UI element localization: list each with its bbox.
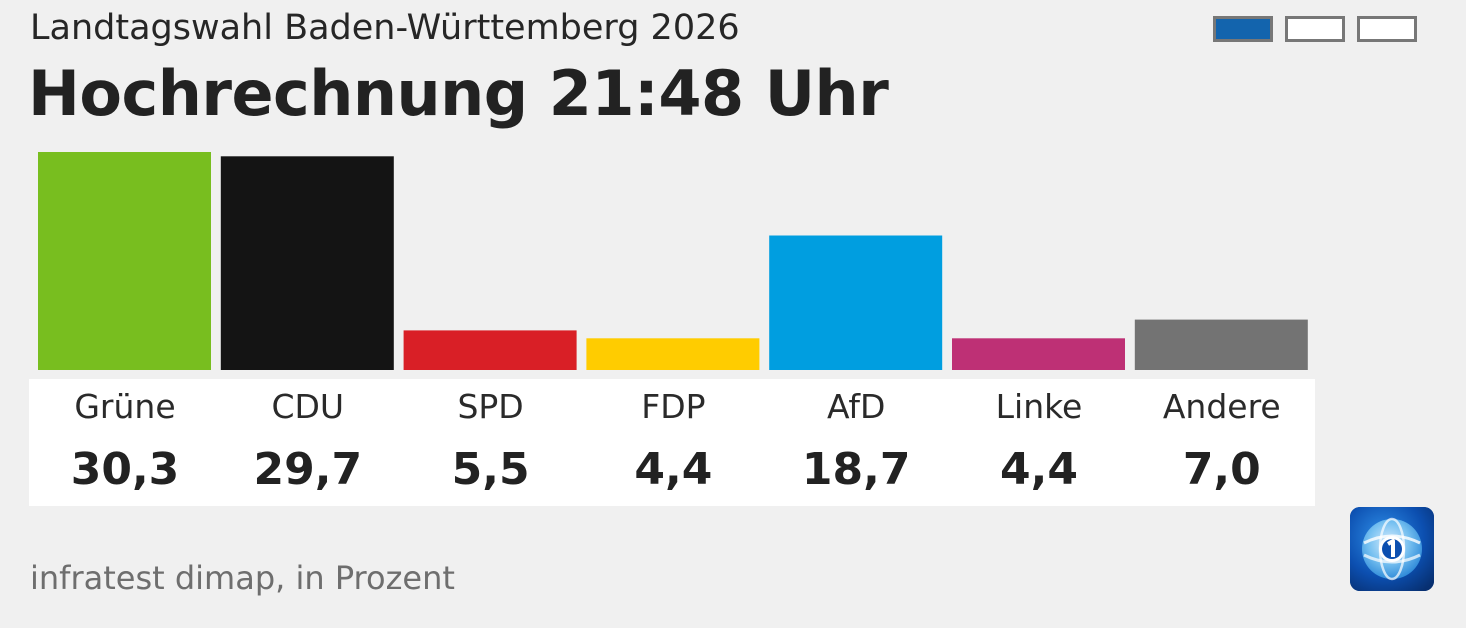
bar-andere <box>1134 319 1308 370</box>
party-value-cdu: 29,7 <box>253 444 363 495</box>
bar-spd <box>403 330 577 370</box>
slide-pager <box>1213 16 1417 42</box>
party-value-spd: 5,5 <box>451 444 530 495</box>
bar-linke <box>952 338 1125 370</box>
party-label-andere: Andere <box>1162 387 1281 426</box>
party-value-andere: 7,0 <box>1182 444 1261 495</box>
party-label-afd: AfD <box>826 387 886 426</box>
party-label-linke: Linke <box>995 387 1083 426</box>
party-value-fdp: 4,4 <box>634 444 713 495</box>
party-value-gr-ne: 30,3 <box>70 444 180 495</box>
party-label-fdp: FDP <box>641 387 706 426</box>
chart-subtitle: Landtagswahl Baden-Württemberg 2026 <box>30 8 740 48</box>
tagesschau-logo-icon <box>1350 507 1434 591</box>
party-value-linke: 4,4 <box>1000 444 1078 495</box>
bar-gr-ne <box>38 152 211 370</box>
bar-fdp <box>586 338 760 370</box>
party-label-gr-ne: Grüne <box>74 387 176 426</box>
party-value-afd: 18,7 <box>801 444 911 495</box>
bar-afd <box>769 235 943 370</box>
pager-page-2[interactable] <box>1285 16 1345 42</box>
results-label-panel <box>29 379 1315 506</box>
bar-cdu <box>220 156 394 370</box>
party-label-spd: SPD <box>457 387 524 426</box>
pager-page-1[interactable] <box>1213 16 1273 42</box>
data-source-note: infratest dimap, in Prozent <box>30 559 455 597</box>
pager-page-3[interactable] <box>1357 16 1417 42</box>
chart-title: Hochrechnung 21:48 Uhr <box>28 57 889 130</box>
party-label-cdu: CDU <box>271 387 345 426</box>
